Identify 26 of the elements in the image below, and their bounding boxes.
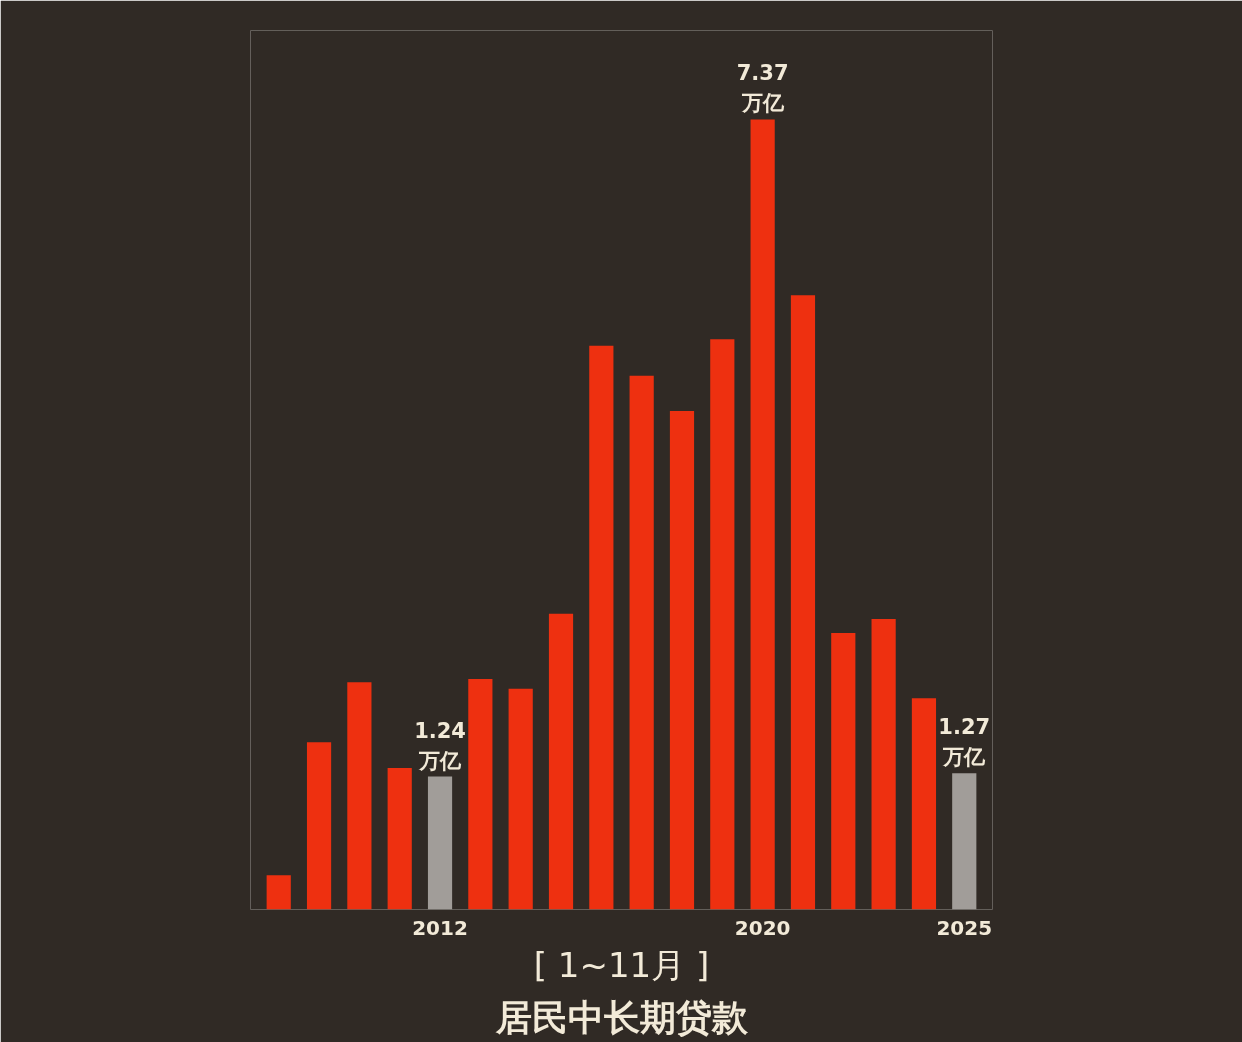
bar <box>387 768 412 910</box>
x-tick-label: 2025 <box>936 915 993 940</box>
data-label: 7.37 万亿 <box>736 61 789 116</box>
x-tick-label: 2020 <box>734 915 791 940</box>
bar <box>629 375 654 910</box>
bar <box>669 411 695 910</box>
bar <box>911 698 937 910</box>
bar <box>306 742 332 910</box>
bar <box>831 632 856 910</box>
bar <box>468 679 493 910</box>
bar <box>548 613 574 910</box>
x-tick-label: 2012 <box>412 915 468 940</box>
bar <box>508 688 533 910</box>
data-label: 1.27 万亿 <box>938 715 991 770</box>
bar <box>710 339 735 910</box>
bar <box>790 295 816 910</box>
bar <box>952 773 977 910</box>
bar <box>427 776 453 910</box>
data-label: 1.24 万亿 <box>414 718 466 773</box>
bar <box>871 619 896 910</box>
bar <box>589 345 614 910</box>
bar <box>266 875 291 910</box>
bar <box>750 119 775 910</box>
bar <box>347 682 372 910</box>
text: 居民中长期贷款 <box>494 996 749 1038</box>
text: [ 1~11月 ] <box>533 944 710 985</box>
